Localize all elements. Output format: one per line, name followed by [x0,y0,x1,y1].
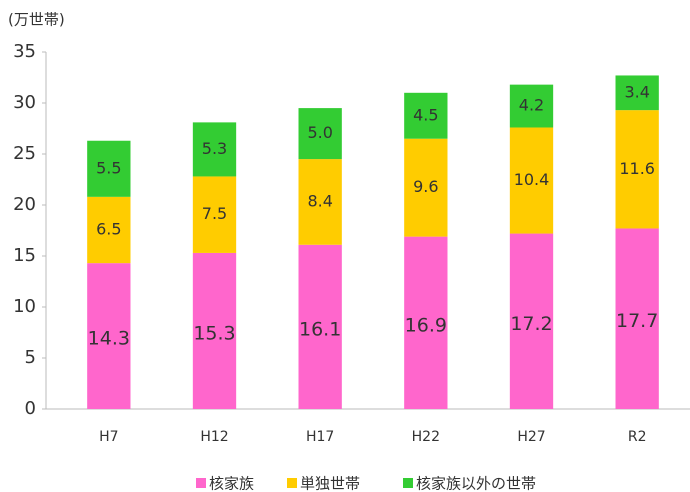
bar-segment [509,127,554,234]
legend-swatch [287,478,297,488]
bar-segment [615,228,659,409]
bar-segment [87,140,131,197]
data-label: 16.1 [299,318,341,340]
bar-segment [404,236,448,409]
y-tick-label: 10 [13,296,36,317]
bar-segment [87,263,131,409]
data-label: 4.5 [413,105,438,124]
data-label: 7.5 [202,204,227,223]
bar-segment [615,75,659,111]
bar-segment [404,92,448,139]
data-label: 9.6 [413,177,438,196]
y-tick-label: 5 [25,347,36,368]
bar-segment [87,196,131,264]
y-tick-label: 20 [13,194,36,215]
bar-segment [509,233,554,409]
data-label: 17.7 [616,310,658,332]
bar-segment [192,176,237,253]
data-label: 5.5 [96,158,121,177]
y-tick-label: 30 [13,92,36,113]
x-tick-label: H17 [306,429,334,445]
x-tick-label: H22 [412,429,440,445]
legend-swatch [196,478,206,488]
bar-segment [404,138,448,237]
data-label: 5.0 [307,123,332,142]
data-label: 8.4 [307,191,332,210]
data-label: 15.3 [193,322,235,344]
bar-segment [192,122,237,177]
data-label: 11.6 [619,159,655,178]
x-tick-label: H12 [200,429,228,445]
y-tick-label: 35 [13,41,36,62]
legend-label: 核家族以外の世帯 [416,475,536,492]
data-label: 4.2 [519,96,544,115]
y-tick-label: 15 [13,245,36,266]
x-tick-label: R2 [628,429,647,445]
bar-segment [509,84,554,128]
data-label: 5.3 [202,139,227,158]
data-label: 17.2 [510,313,552,335]
legend-swatch [403,478,413,488]
x-tick-label: H27 [517,429,545,445]
bar-segment [615,110,659,229]
bar-segment [192,252,237,409]
legend-label: 単独世帯 [300,475,360,492]
y-tick-label: 0 [25,398,36,419]
data-label: 16.9 [405,314,447,336]
y-tick-label: 25 [13,143,36,164]
data-label: 6.5 [96,219,121,238]
data-label: 14.3 [88,328,130,350]
data-label: 10.4 [514,170,550,189]
data-label: 3.4 [624,82,649,101]
bar-segment [298,159,342,245]
bar-segment [298,108,342,160]
x-tick-label: H7 [99,429,118,445]
bar-segment [298,244,342,409]
legend-label: 核家族 [209,475,254,492]
y-axis-label: (万世帯) [8,11,65,29]
